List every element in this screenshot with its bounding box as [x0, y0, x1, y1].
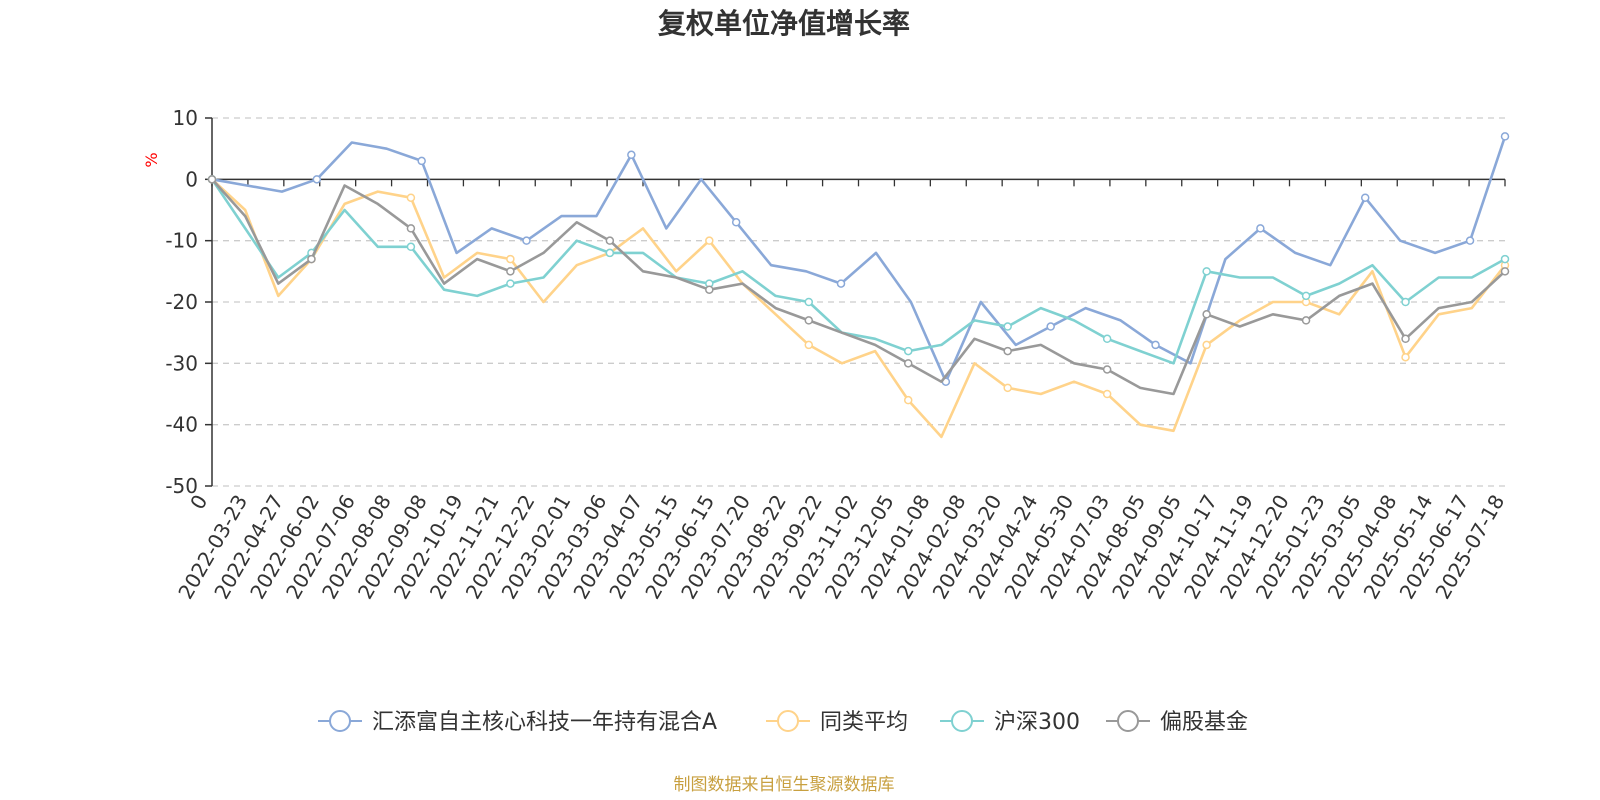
data-point[interactable]	[1360, 193, 1370, 202]
data-point[interactable]	[506, 267, 515, 276]
data-point[interactable]	[417, 156, 426, 166]
data-point[interactable]	[903, 346, 913, 356]
series-line	[211, 178, 1506, 396]
y-tick-label: -40	[165, 413, 198, 437]
legend-swatch-marker	[951, 710, 973, 732]
data-point[interactable]	[1102, 334, 1112, 344]
data-point[interactable]	[506, 279, 515, 288]
legend-label: 偏股基金	[1160, 710, 1248, 735]
y-tick-label: -20	[165, 290, 198, 314]
data-point[interactable]	[1500, 267, 1510, 276]
data-point[interactable]	[804, 316, 814, 325]
data-point[interactable]	[1465, 236, 1475, 245]
data-point[interactable]	[903, 395, 913, 405]
data-point[interactable]	[1401, 297, 1410, 307]
data-point[interactable]	[1102, 389, 1112, 399]
data-point[interactable]	[836, 279, 846, 288]
legend-item[interactable]: 同类平均	[766, 710, 908, 735]
data-point[interactable]	[1003, 322, 1012, 331]
data-point[interactable]	[627, 150, 636, 160]
legend-label: 同类平均	[820, 710, 908, 735]
data-point[interactable]	[1256, 224, 1265, 233]
source-note: 制图数据来自恒生聚源数据库	[674, 775, 895, 795]
y-tick-label: -10	[165, 229, 198, 253]
data-point[interactable]	[705, 285, 714, 294]
data-point[interactable]	[1046, 322, 1055, 331]
y-tick-label: -50	[165, 474, 198, 498]
y-axis-ticks: 10 0 -10 -20 -30 -40 -50	[165, 106, 212, 498]
data-point[interactable]	[406, 224, 416, 233]
data-point[interactable]	[804, 340, 814, 350]
series-lines	[207, 132, 1510, 439]
y-axis-unit: %	[142, 152, 161, 167]
data-point[interactable]	[1301, 316, 1311, 325]
data-point[interactable]	[1202, 267, 1211, 276]
legend-swatch-marker	[329, 710, 351, 732]
x-tick-label: 0	[185, 491, 212, 514]
y-tick-label: 10	[173, 106, 198, 130]
y-tick-label: 0	[185, 167, 198, 191]
data-point[interactable]	[1401, 352, 1410, 362]
legend-item[interactable]: 汇添富自主核心科技一年持有混合A	[318, 710, 717, 735]
data-point[interactable]	[605, 236, 615, 245]
series-line	[210, 178, 1506, 365]
axes	[211, 118, 1505, 486]
grid-lines	[212, 117, 1505, 487]
legend-item[interactable]: 偏股基金	[1106, 710, 1248, 735]
data-point[interactable]	[804, 297, 814, 307]
series-line	[211, 135, 1507, 383]
data-point[interactable]	[207, 175, 217, 184]
chart-title: 复权单位净值增长率	[658, 7, 910, 40]
data-point[interactable]	[1003, 383, 1012, 393]
legend-swatch-marker	[1117, 710, 1139, 732]
data-point[interactable]	[1102, 365, 1112, 374]
data-point[interactable]	[406, 193, 416, 202]
data-point[interactable]	[1202, 310, 1211, 319]
data-point[interactable]	[406, 242, 416, 252]
legend-label: 沪深300	[994, 710, 1080, 735]
legend[interactable]: 汇添富自主核心科技一年持有混合A 同类平均 沪深300 偏股基金	[318, 710, 1248, 735]
data-point[interactable]	[1151, 340, 1160, 350]
data-point[interactable]	[1500, 132, 1510, 141]
data-point[interactable]	[307, 254, 316, 264]
data-point[interactable]	[1500, 254, 1510, 264]
data-point[interactable]	[1003, 346, 1012, 356]
data-point[interactable]	[312, 175, 322, 184]
data-point[interactable]	[522, 236, 531, 245]
data-point[interactable]	[1401, 334, 1410, 344]
y-tick-label: -30	[165, 351, 198, 375]
legend-item[interactable]: 沪深300	[940, 710, 1080, 735]
legend-swatch-marker	[777, 710, 799, 732]
legend-label: 汇添富自主核心科技一年持有混合A	[372, 710, 717, 735]
data-point[interactable]	[903, 359, 913, 368]
data-point[interactable]	[1202, 340, 1211, 350]
x-axis-ticks: 02022-03-232022-04-272022-06-022022-07-0…	[173, 179, 1509, 603]
data-point[interactable]	[506, 254, 515, 264]
data-point[interactable]	[705, 236, 714, 245]
data-point[interactable]	[731, 218, 741, 227]
data-point[interactable]	[605, 248, 615, 258]
data-point[interactable]	[1301, 291, 1311, 301]
series-line	[211, 178, 1507, 439]
